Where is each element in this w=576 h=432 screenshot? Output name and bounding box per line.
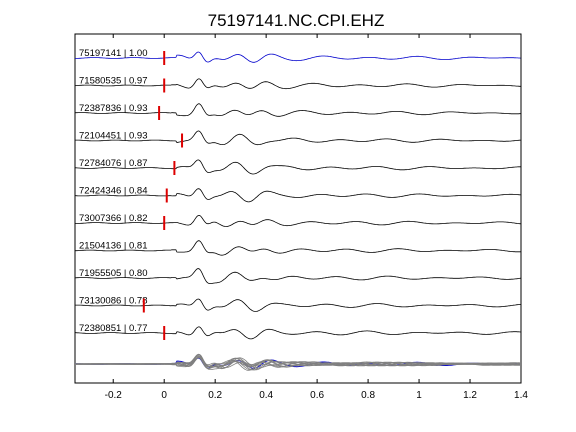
trace-line	[74, 240, 521, 256]
trace-label-group: 75197141 | 1.00 71580535 | 0.97 72387836 |…	[79, 48, 148, 334]
trace-group	[74, 51, 521, 340]
x-tick-label: 1.4	[514, 390, 528, 401]
x-tick-label: 0	[161, 390, 167, 401]
trace-line	[75, 214, 521, 227]
chart-title: 75197141.NC.CPI.EHZ	[208, 11, 385, 30]
trace-line	[75, 188, 521, 203]
plot-frame	[74, 33, 522, 384]
trace-line	[74, 78, 521, 90]
x-tick-label: 1.2	[463, 390, 477, 401]
x-tick-label: -0.2	[105, 390, 123, 401]
x-tick-label: 1	[416, 390, 422, 401]
trace-label: 72380851 | 0.77	[79, 323, 148, 334]
x-tick-label: 0.6	[310, 390, 324, 401]
trace-label: 72784076 | 0.87	[79, 158, 148, 169]
trace-line	[74, 268, 521, 284]
trace-label: 72387836 | 0.93	[79, 103, 148, 114]
x-tick-label: 0.4	[259, 390, 273, 401]
trace-line	[75, 298, 521, 312]
x-axis: -0.2 0 0.2 0.4 0.6 0.8 1 1.2 1.4	[105, 34, 528, 401]
trace-line	[75, 326, 521, 340]
overlay-trace	[75, 354, 522, 368]
trace-label: 71955505 | 0.80	[79, 268, 148, 279]
trace-label: 21504136 | 0.81	[79, 241, 148, 252]
trace-label: 72104451 | 0.93	[79, 131, 148, 142]
trace-line	[74, 103, 521, 117]
trace-line	[75, 51, 521, 63]
trace-label: 75197141 | 1.00	[79, 48, 148, 59]
pick-marker-group	[142, 51, 184, 340]
stack-overlay	[74, 353, 522, 371]
x-tick-label: 0.8	[361, 390, 375, 401]
x-tick-label: 0.2	[208, 390, 222, 401]
trace-label: 71580535 | 0.97	[79, 76, 148, 87]
trace-line	[75, 130, 521, 146]
trace-label: 72424346 | 0.84	[79, 186, 148, 197]
overlay-trace	[75, 357, 522, 371]
trace-label: 73130086 | 0.78	[79, 296, 148, 307]
trace-line	[75, 159, 521, 175]
trace-label: 73007366 | 0.82	[79, 213, 148, 224]
